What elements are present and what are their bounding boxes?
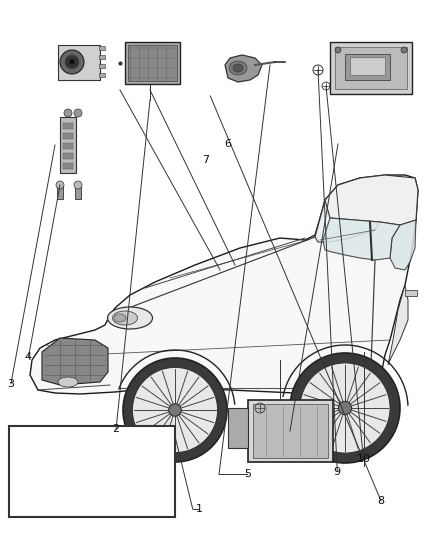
Text: 4: 4 (25, 352, 32, 362)
Circle shape (123, 358, 227, 462)
Bar (57, 185, 63, 199)
Ellipse shape (229, 61, 247, 75)
Circle shape (339, 401, 352, 415)
Circle shape (74, 109, 82, 117)
Polygon shape (315, 178, 385, 242)
Bar (63, 163, 73, 169)
Text: 5: 5 (244, 470, 251, 479)
Bar (58, 45, 100, 80)
Polygon shape (30, 175, 418, 400)
Circle shape (60, 50, 84, 74)
Circle shape (69, 59, 75, 65)
Text: 3: 3 (7, 379, 14, 389)
Text: 2: 2 (113, 424, 120, 434)
Text: 10: 10 (357, 455, 371, 464)
Bar (125, 42, 180, 84)
Bar (128, 45, 177, 81)
Bar (335, 47, 407, 89)
Bar (405, 290, 417, 296)
Circle shape (132, 367, 218, 453)
Bar (63, 153, 73, 159)
Bar (248, 400, 333, 462)
Circle shape (401, 47, 407, 53)
Polygon shape (388, 285, 408, 365)
Circle shape (64, 109, 72, 117)
Circle shape (335, 47, 341, 53)
Bar (253, 404, 328, 458)
Text: 9: 9 (334, 467, 341, 477)
Circle shape (56, 181, 64, 189)
Polygon shape (323, 218, 400, 260)
Bar (345, 54, 390, 80)
Bar (75, 185, 81, 199)
Text: 7: 7 (202, 155, 209, 165)
Polygon shape (390, 220, 416, 270)
Bar (63, 133, 73, 139)
Bar (330, 42, 412, 94)
Bar (228, 408, 248, 448)
Circle shape (74, 181, 82, 189)
Bar (99, 55, 105, 59)
Polygon shape (42, 338, 108, 385)
Bar (99, 46, 105, 50)
Bar (63, 123, 73, 129)
Ellipse shape (233, 64, 243, 72)
Text: 6: 6 (224, 139, 231, 149)
Polygon shape (325, 175, 418, 225)
Text: 8: 8 (378, 496, 385, 506)
Bar (9, 426, 175, 517)
Ellipse shape (114, 314, 126, 322)
Polygon shape (225, 55, 262, 82)
Circle shape (65, 55, 79, 69)
Ellipse shape (107, 307, 152, 329)
Bar (60, 117, 76, 173)
Circle shape (290, 353, 400, 463)
Bar (350, 57, 385, 75)
Circle shape (169, 404, 181, 416)
Ellipse shape (113, 311, 138, 325)
Bar (63, 143, 73, 149)
Ellipse shape (58, 377, 78, 387)
Text: 1: 1 (196, 504, 203, 514)
Bar (99, 73, 105, 77)
Bar (99, 64, 105, 68)
Circle shape (300, 363, 390, 453)
